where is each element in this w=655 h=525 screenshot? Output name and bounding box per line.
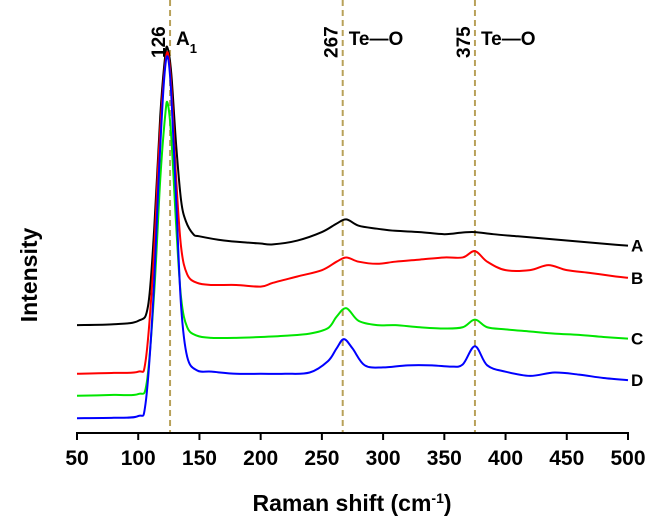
x-tick-label: 100 <box>121 447 156 470</box>
peak-mode-label: Te—O <box>481 29 536 50</box>
peak-value-label: 126 <box>149 26 170 58</box>
peak-mode-label: Te—O <box>349 29 404 50</box>
series-label: D <box>631 371 643 390</box>
series-lines <box>76 45 629 420</box>
series-label: C <box>631 330 643 349</box>
series-label: A <box>631 237 643 256</box>
peak-value-label: 375 <box>454 26 475 58</box>
peak-value-label: 267 <box>322 26 343 58</box>
x-ticks: 50 100 150 200 250 300 350 400 450 500 <box>65 433 646 470</box>
x-tick-label: 200 <box>243 447 278 470</box>
x-tick-label: 400 <box>488 447 523 470</box>
reference-lines <box>169 0 476 433</box>
series-line-C <box>76 100 629 397</box>
peak-labels: 126 A1 267 Te—O 375 Te—O <box>149 26 535 58</box>
series-label: B <box>631 269 643 288</box>
y-axis-title: Intensity <box>16 228 42 323</box>
series-end-labels: AB C D <box>631 237 643 391</box>
x-tick-label: 500 <box>610 447 645 470</box>
x-tick-label: 450 <box>549 447 584 470</box>
x-tick-label: 50 <box>65 447 88 470</box>
x-tick-label: 250 <box>304 447 339 470</box>
x-tick-label: 300 <box>366 447 401 470</box>
series-line-B <box>76 51 629 375</box>
series-line-D <box>76 55 629 420</box>
x-tick-label: 150 <box>182 447 217 470</box>
x-axis-title: Raman shift (cm-1) <box>252 490 451 516</box>
x-tick-label: 350 <box>427 447 462 470</box>
peak-mode-label: A1 <box>176 29 197 56</box>
